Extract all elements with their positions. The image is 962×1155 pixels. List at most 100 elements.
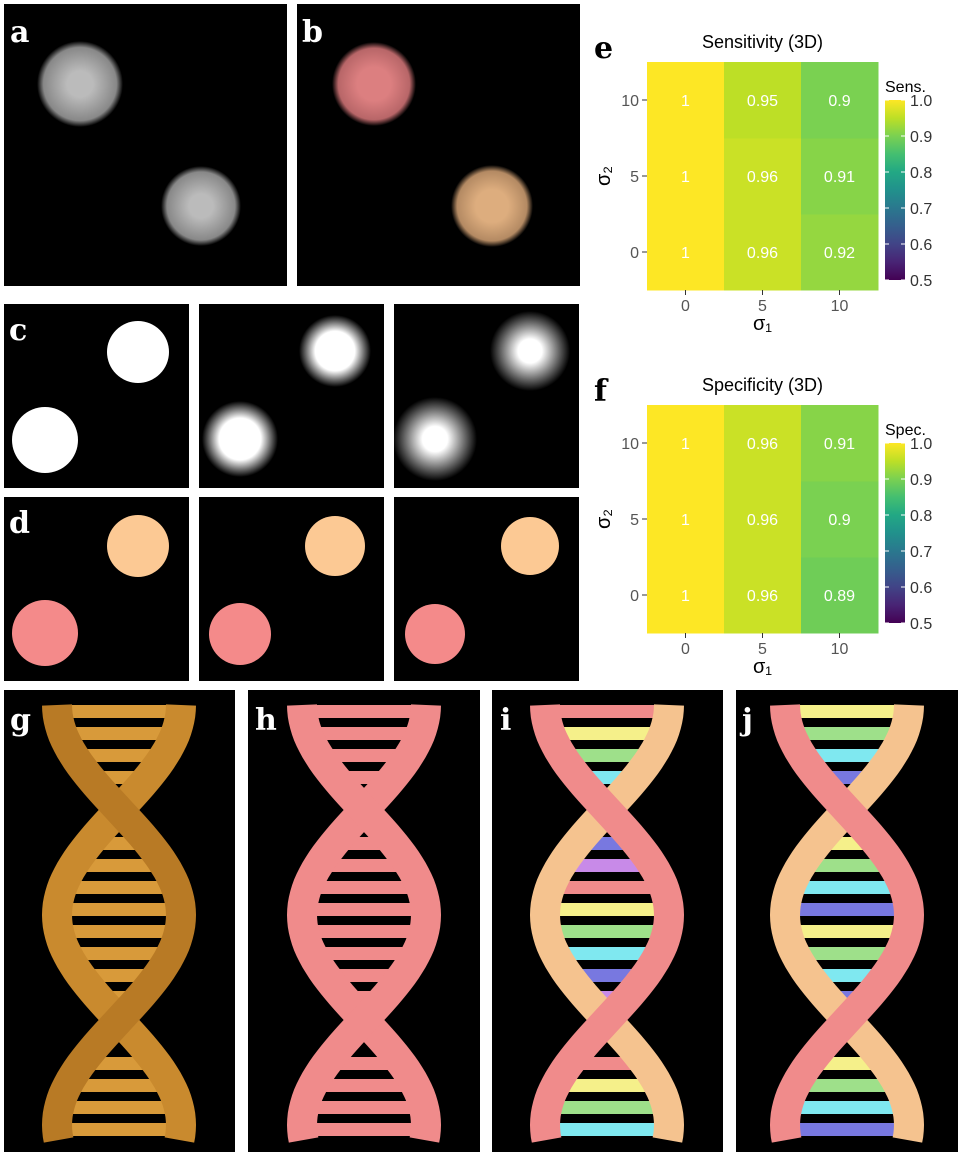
heatmap-cell [724,138,802,215]
dna-rung [302,705,426,718]
dna-rung [302,1123,426,1136]
colorbar-title: Sens. [885,79,926,96]
cell-label: 1 [681,93,690,110]
heatmap-cell [801,557,879,634]
y-tick-label: 5 [630,512,639,529]
x-tick-label: 0 [681,298,690,315]
cell-label: 1 [681,245,690,262]
dna-strand [769,704,925,1143]
x-tick-label: 10 [831,298,849,315]
dna-strand [286,704,442,1143]
panel-label: f [594,374,609,409]
dna-rung [57,903,181,916]
colorbar-tick-label: 0.6 [910,580,932,597]
panel-label: c [9,313,27,348]
heatmap-cell [647,214,725,291]
blob [490,311,570,391]
cell-label: 0.91 [824,169,855,186]
cell-label: 1 [681,588,690,605]
dna-rung [791,947,903,960]
dna-rung [314,749,414,762]
image-panel [297,4,580,286]
dna-rung [60,727,178,740]
blob [12,600,78,666]
colorbar-tick-label: 0.8 [910,508,932,525]
dna-rung [548,727,666,740]
cell-label: 0.89 [824,588,855,605]
dna-rung [788,727,906,740]
cell-label: 0.96 [747,169,778,186]
y-axis-label: σ₂ [593,509,615,529]
y-tick-label: 10 [621,436,639,453]
chart-title: Specificity (3D) [702,375,823,395]
heatmap-cell [647,138,725,215]
dna-rung [309,881,419,894]
colorbar-tick-label: 0.5 [910,616,932,633]
heatmap-cell [801,214,879,291]
blob [405,604,465,664]
dna-rung [545,1123,669,1136]
heatmap-cell [647,62,725,139]
dna-rung [785,1123,909,1136]
image-panel [248,690,480,1152]
heatmap-cell [801,405,879,482]
dna-rung [63,947,175,960]
y-tick-label: 10 [621,93,639,110]
dna-rung [302,925,426,938]
heatmap-cell [724,62,802,139]
panel-label: a [10,15,29,50]
chart-title: Sensitivity (3D) [702,32,823,52]
panel-label: e [594,31,613,66]
cell-label: 0.9 [828,512,850,529]
heatmap-cell [724,557,802,634]
y-tick-label: 0 [630,588,639,605]
blob [107,515,169,577]
cell-label: 1 [681,512,690,529]
y-tick-label: 5 [630,169,639,186]
colorbar-tick-label: 0.9 [910,472,932,489]
panel-label: j [739,703,753,738]
dna-strand [529,704,685,1143]
x-tick-label: 0 [681,641,690,658]
blob [107,321,169,383]
colorbar-tick-label: 0.6 [910,237,932,254]
blob [299,315,371,387]
dna-rung [545,705,669,718]
colorbar-tick-label: 0.8 [910,165,932,182]
dna-rung [305,1101,423,1114]
dna-rung [69,749,169,762]
heatmap-cell [801,62,879,139]
dna-rung [545,925,669,938]
dna-rung [565,859,649,872]
dna-rung [545,903,669,916]
dna-rung [792,881,902,894]
cell-label: 0.9 [828,93,850,110]
blob [305,516,365,576]
dna-rung [805,859,889,872]
cell-label: 0.95 [747,93,778,110]
dna-strand [41,704,197,1143]
dna-strand [769,704,925,1143]
panel-label: g [10,703,31,738]
heatmap-cell [647,557,725,634]
panel-label: d [9,506,30,541]
dna-rung [308,947,420,960]
cell-label: 0.92 [824,245,855,262]
colorbar [885,100,905,280]
heatmap-cell [724,405,802,482]
x-tick-label: 5 [758,641,767,658]
colorbar-tick-label: 0.5 [910,273,932,290]
colorbar-tick-label: 1.0 [910,93,932,110]
cell-label: 1 [681,169,690,186]
heatmap-cell [801,481,879,558]
dna-rung [57,1123,181,1136]
dna-rung [788,1101,906,1114]
blob [393,397,477,481]
dna-rung [57,705,181,718]
dna-rung [559,1079,655,1092]
panel-label: b [302,15,323,50]
dna-strand [286,704,442,1143]
x-tick-label: 5 [758,298,767,315]
blob [209,603,271,665]
